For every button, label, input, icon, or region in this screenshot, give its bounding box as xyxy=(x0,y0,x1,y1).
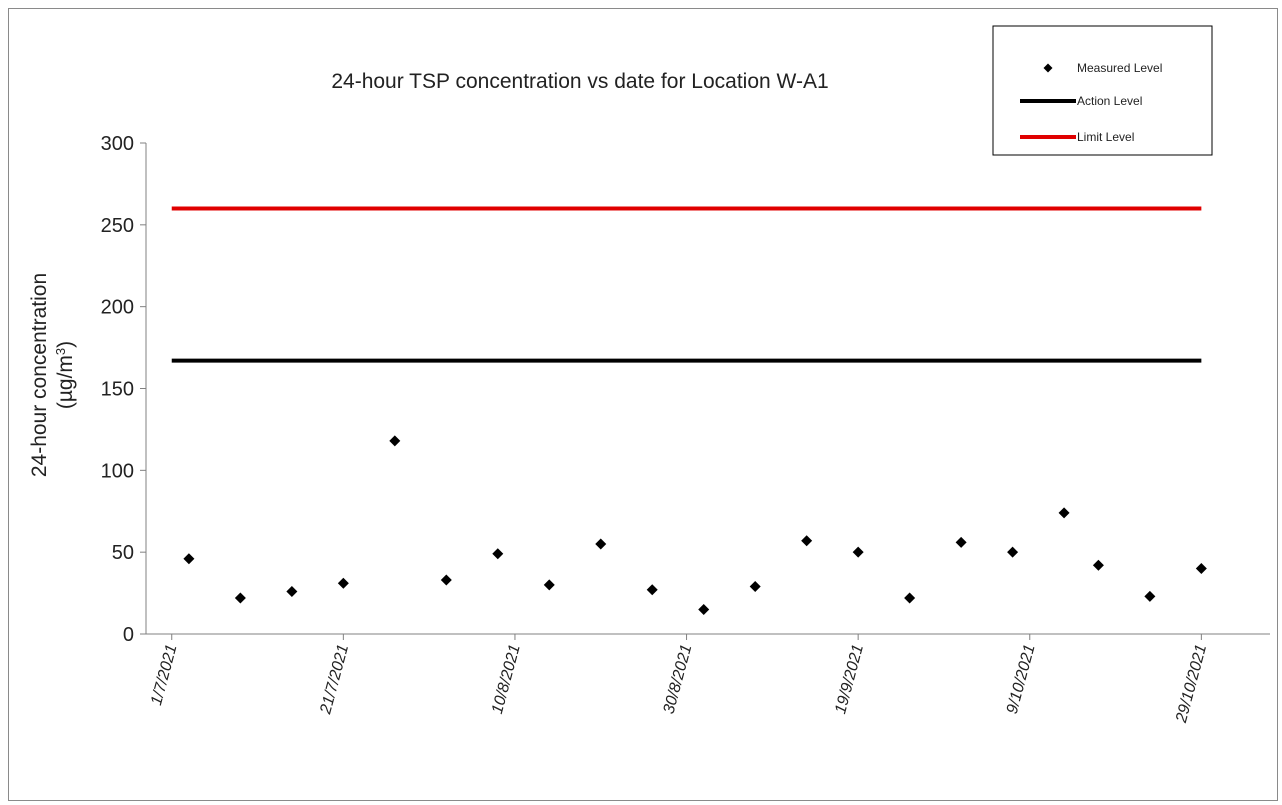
measured-point xyxy=(1092,559,1104,571)
measured-point xyxy=(1195,563,1207,575)
y-axis-label: 24-hour concentration (µg/m3) xyxy=(28,273,77,477)
y-axis-label-unit: (µg/m3) xyxy=(53,341,78,409)
measured-point xyxy=(698,603,710,615)
y-axis-label-line1: 24-hour concentration xyxy=(28,273,51,477)
y-tick-label: 0 xyxy=(123,624,134,646)
legend: Measured Level Action Level Limit Level xyxy=(992,25,1213,156)
y-tick-label: 50 xyxy=(112,542,134,564)
measured-point xyxy=(646,584,658,596)
axes: 0 50 100 150 200 250 300 1/7/2021 21/7/2021 10/8/… xyxy=(101,133,1270,725)
measured-point xyxy=(1058,507,1070,519)
measured-point xyxy=(904,592,916,604)
y-axis-unit-prefix: (µg/m xyxy=(54,355,77,409)
measured-points xyxy=(183,435,1207,615)
y-tick-label: 250 xyxy=(101,215,134,237)
measured-point xyxy=(1144,590,1156,602)
measured-point xyxy=(543,579,555,591)
legend-measured-marker xyxy=(1043,63,1053,73)
y-axis-unit-suffix: ) xyxy=(54,341,77,348)
measured-point xyxy=(1007,546,1019,558)
y-tick-label: 200 xyxy=(101,297,134,319)
reference-lines xyxy=(171,206,1202,363)
measured-point xyxy=(234,592,246,604)
legend-measured-label: Measured Level xyxy=(1077,61,1162,75)
x-tick-label: 21/7/2021 xyxy=(317,643,352,717)
measured-point xyxy=(801,535,813,547)
measured-point xyxy=(852,546,864,558)
measured-point xyxy=(595,538,607,550)
measured-point xyxy=(286,585,298,597)
y-axis-unit-superscript: 3 xyxy=(53,348,68,355)
legend-limit-label: Limit Level xyxy=(1077,130,1134,144)
x-tick-label: 10/8/2021 xyxy=(489,643,524,716)
legend-action-label: Action Level xyxy=(1077,94,1142,108)
measured-point xyxy=(749,581,761,593)
y-tick-label: 150 xyxy=(101,379,134,401)
x-tick-label: 29/10/2021 xyxy=(1173,643,1210,726)
chart-title: 24-hour TSP concentration vs date for Lo… xyxy=(331,70,828,93)
x-tick-label: 30/8/2021 xyxy=(661,643,696,716)
measured-point xyxy=(440,574,452,586)
legend-box xyxy=(992,25,1213,156)
x-tick-label: 19/9/2021 xyxy=(832,643,867,716)
y-tick-label: 300 xyxy=(101,133,134,155)
x-tick-label: 1/7/2021 xyxy=(148,643,181,708)
measured-point xyxy=(337,577,349,589)
measured-point xyxy=(183,553,195,565)
measured-point xyxy=(955,536,967,548)
measured-point xyxy=(389,435,401,447)
y-tick-label: 100 xyxy=(101,460,134,482)
x-tick-label: 9/10/2021 xyxy=(1004,643,1039,716)
measured-point xyxy=(492,548,504,560)
